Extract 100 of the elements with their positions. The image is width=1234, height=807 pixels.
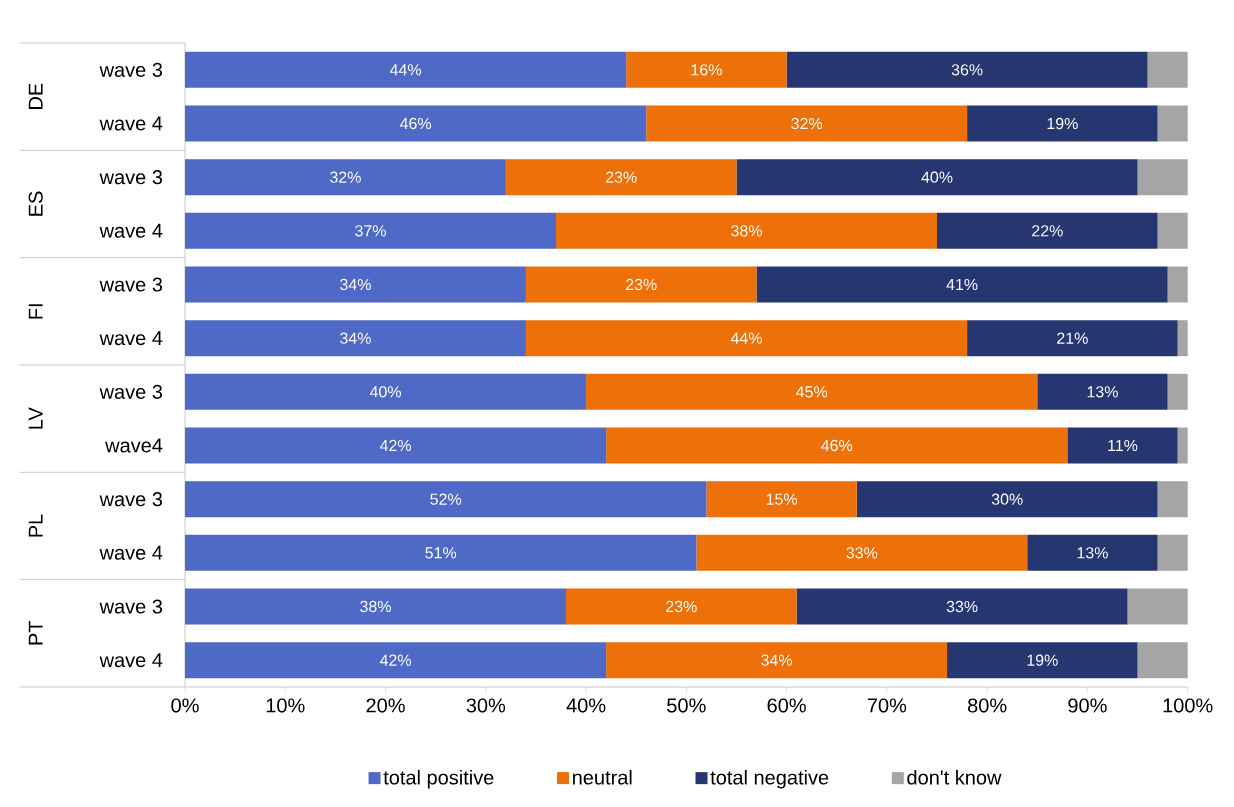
bar	[185, 534, 697, 571]
data-label: 37%	[355, 225, 386, 237]
bar	[1167, 266, 1188, 303]
data-label: 34%	[761, 654, 793, 666]
bar	[185, 266, 526, 303]
bar	[1027, 534, 1158, 571]
y-tick-label: wave 3	[99, 170, 163, 185]
bar	[947, 642, 1138, 679]
x-tick-label: 80%	[968, 698, 1007, 713]
data-label: 42%	[379, 654, 411, 666]
y-tick-label: wave 4	[99, 223, 163, 238]
y-tick-label: wave 4	[99, 653, 163, 668]
data-label: 33%	[946, 600, 978, 613]
bar	[525, 266, 757, 303]
x-tick-label: 50%	[667, 698, 706, 713]
y-tick-label: wave 3	[99, 62, 163, 77]
bar	[1157, 212, 1188, 249]
data-label: 52%	[430, 493, 462, 505]
data-label: 36%	[951, 64, 983, 76]
data-label: 51%	[425, 547, 457, 559]
bar	[937, 212, 1158, 249]
bar	[505, 159, 737, 196]
bar	[1157, 534, 1188, 571]
data-label: 13%	[1077, 547, 1108, 559]
data-label: 11%	[1108, 439, 1138, 452]
data-label: 32%	[791, 117, 823, 130]
bar	[525, 320, 968, 357]
bar	[1157, 481, 1188, 518]
x-tick-label: 20%	[366, 698, 405, 713]
bar	[185, 427, 607, 464]
legend-label: neutral	[573, 769, 632, 785]
x-tick-label: 0%	[171, 698, 199, 713]
bar	[185, 212, 556, 249]
x-tick-label: 70%	[867, 698, 907, 713]
bar	[626, 51, 787, 88]
x-tick-label: 30%	[466, 698, 506, 713]
bar	[736, 159, 1138, 196]
data-label: 34%	[340, 332, 371, 344]
data-label: 30%	[991, 493, 1023, 505]
legend-label: total negative	[710, 769, 829, 789]
bar	[586, 373, 1038, 410]
data-label: 46%	[821, 439, 853, 452]
bar	[1137, 159, 1188, 196]
bar	[1177, 427, 1188, 464]
data-label: 44%	[730, 332, 762, 344]
data-label: 40%	[369, 386, 401, 398]
bar	[706, 481, 857, 518]
text: FI	[28, 304, 43, 319]
bar	[1127, 588, 1188, 625]
bar	[185, 159, 506, 196]
bar	[696, 534, 1028, 571]
bar	[1067, 427, 1178, 464]
data-label: 42%	[379, 439, 411, 452]
bar	[1177, 320, 1188, 357]
bar	[566, 588, 797, 625]
data-label: 16%	[691, 64, 722, 76]
y-tick-label: wave 3	[99, 384, 163, 399]
y-tick-label: wave 4	[99, 116, 163, 131]
x-tick-label: 40%	[566, 698, 606, 713]
x-tick-label: 60%	[767, 698, 806, 713]
data-label: 38%	[731, 225, 762, 237]
data-label: 33%	[846, 547, 878, 559]
data-label: 19%	[1027, 654, 1058, 666]
data-label: 41%	[946, 278, 978, 291]
data-label: 45%	[796, 386, 828, 398]
y-tick-label: wave 3	[99, 599, 163, 614]
y-tick-label: wave 3	[99, 492, 163, 507]
data-label: 22%	[1032, 225, 1063, 237]
text: PL	[28, 514, 43, 537]
bar	[556, 212, 938, 249]
bar	[967, 320, 1178, 357]
text: ES	[28, 191, 43, 216]
bar	[1157, 105, 1188, 142]
y-tick-label: wave 3	[99, 277, 163, 292]
bar	[856, 481, 1158, 518]
bar	[185, 588, 567, 625]
bar	[756, 266, 1168, 303]
text: LV	[28, 407, 43, 429]
bar	[185, 51, 627, 88]
data-label: 40%	[921, 171, 953, 183]
x-tick-label: 10%	[266, 698, 305, 713]
data-label: 23%	[626, 278, 657, 291]
bar	[185, 105, 647, 142]
bar	[185, 373, 587, 410]
bar	[1037, 373, 1168, 410]
bar	[185, 320, 526, 357]
data-label: 32%	[330, 171, 361, 183]
data-label: 21%	[1057, 332, 1088, 344]
bar	[185, 481, 707, 518]
data-label: 19%	[1047, 117, 1078, 130]
legend-label: total positive	[383, 769, 494, 789]
legend-label: don't know	[907, 769, 1002, 785]
bar	[606, 642, 948, 679]
bar	[796, 588, 1128, 625]
x-tick-label: 100%	[1163, 698, 1213, 713]
bar	[185, 642, 607, 679]
data-label: 44%	[389, 64, 422, 76]
data-label: 34%	[340, 278, 371, 291]
y-tick-label: wave 4	[99, 331, 163, 346]
data-label: 23%	[605, 171, 637, 183]
